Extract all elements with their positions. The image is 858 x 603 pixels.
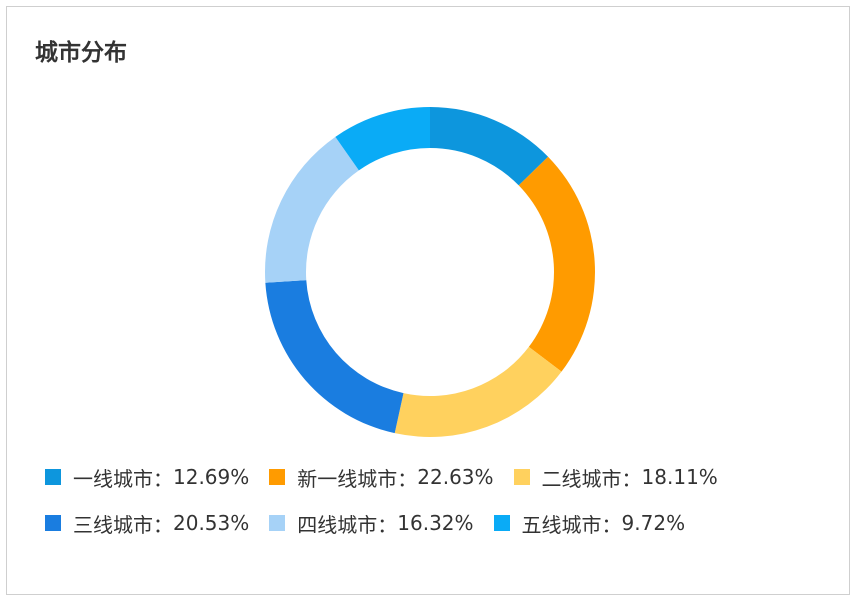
legend: 一线城市： 12.69% 新一线城市： 22.63% 二线城市： 18.11% 三线城市： 2… <box>45 463 835 537</box>
legend-swatch <box>45 515 61 531</box>
legend-value: 16.32% <box>397 511 474 535</box>
legend-value: 12.69% <box>173 465 250 489</box>
donut-segment <box>430 107 549 186</box>
legend-item: 新一线城市： 22.63% <box>269 463 494 491</box>
chart-title: 城市分布 <box>35 40 127 66</box>
legend-item: 四线城市： 16.32% <box>269 509 474 537</box>
donut-segment <box>518 156 595 372</box>
legend-label: 四线城市： <box>297 512 398 537</box>
legend-value: 22.63% <box>417 465 494 489</box>
legend-label: 二线城市： <box>541 466 642 491</box>
legend-item: 五线城市： 9.72% <box>493 509 686 537</box>
legend-item: 三线城市： 20.53% <box>45 509 249 537</box>
legend-swatch <box>269 469 286 485</box>
donut-segment <box>265 136 359 283</box>
legend-label: 五线城市： <box>521 512 622 537</box>
donut-segment <box>265 280 404 434</box>
legend-value: 20.53% <box>173 511 250 535</box>
legend-swatch <box>269 515 286 531</box>
legend-swatch <box>493 515 510 531</box>
legend-value: 9.72% <box>621 511 686 535</box>
legend-value: 18.11% <box>641 465 718 489</box>
donut-segment <box>394 346 562 437</box>
card: 城市分布 一线城市： 12.69% 新一线城市： 22.63% 二线城市： 18.11% 三… <box>6 6 850 595</box>
donut-segment <box>335 107 430 171</box>
legend-swatch <box>513 469 530 485</box>
legend-swatch <box>45 469 61 485</box>
legend-label: 一线城市： <box>73 466 173 491</box>
legend-label: 三线城市： <box>73 512 173 537</box>
legend-item: 二线城市： 18.11% <box>513 463 718 491</box>
donut-chart <box>265 107 595 437</box>
legend-label: 新一线城市： <box>297 466 418 491</box>
legend-item: 一线城市： 12.69% <box>45 463 249 491</box>
